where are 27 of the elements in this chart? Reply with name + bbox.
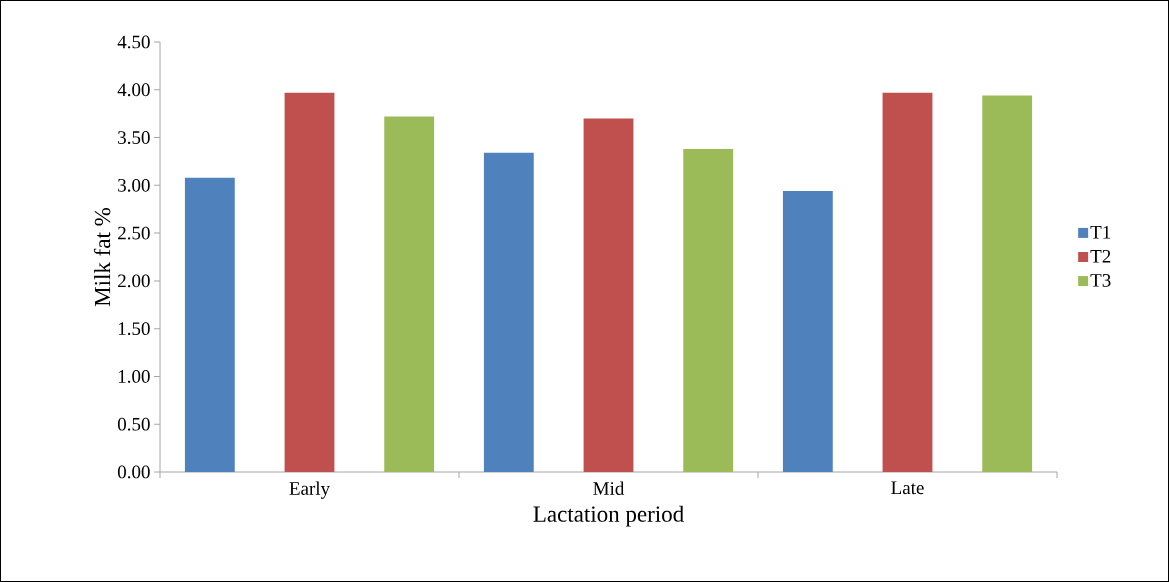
y-tick-label: 0.50 [117,417,150,431]
y-tick-label: 1.50 [118,322,150,336]
y-tick-label: 2.50 [118,226,150,240]
bar [782,191,833,472]
bar [583,118,634,472]
x-tick-label: Mid [593,481,625,495]
bar [982,95,1033,472]
x-axis-title: Lactation period [533,505,684,527]
y-tick-label: 3.50 [118,131,150,145]
bar [683,149,734,472]
legend-label: T2 [1090,249,1111,263]
bar [882,92,933,472]
legend-label: T1 [1090,225,1111,239]
bar [384,116,435,472]
y-tick-label: 3.00 [118,178,150,192]
y-tick-label: 0.00 [117,465,150,479]
y-tick-label: 2.00 [118,274,150,288]
y-tick-label: 1.00 [118,370,150,383]
y-tick-label: 4.50 [117,35,150,49]
bar [483,152,534,472]
x-tick-label: Late [891,481,924,495]
bar [184,177,235,472]
legend-label: T3 [1090,274,1111,287]
y-axis-title: Milk fat % [93,207,111,307]
y-tick-label: 4.00 [117,83,150,97]
x-tick-label: Early [289,481,331,499]
bar [284,92,335,472]
